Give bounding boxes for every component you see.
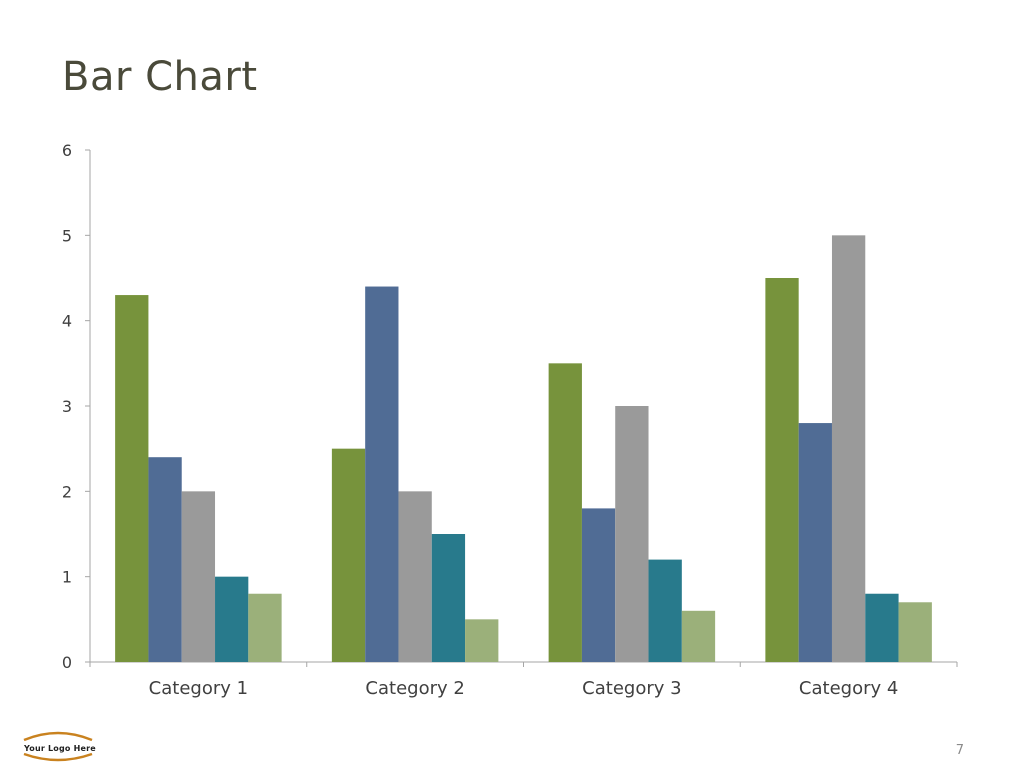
logo-text: Your Logo Here	[24, 744, 96, 753]
bar	[681, 610, 716, 662]
bar	[331, 448, 366, 662]
y-tick-label: 6	[62, 141, 72, 160]
bars	[115, 235, 932, 663]
bar	[365, 286, 399, 662]
logo: Your Logo Here	[18, 728, 98, 764]
bar	[431, 534, 466, 662]
bar	[615, 406, 649, 662]
y-axis: 0 1 2 3 4 5 6	[62, 141, 91, 672]
y-tick-label: 5	[62, 226, 72, 245]
y-tick-label: 3	[62, 397, 72, 416]
bar	[548, 363, 582, 662]
x-axis: Category 1 Category 2 Category 3 Category 4	[89, 661, 958, 699]
bar	[831, 235, 866, 663]
bar	[581, 508, 616, 662]
bar	[865, 593, 899, 662]
x-tick-label: Category 2	[365, 678, 464, 699]
bar	[181, 491, 216, 662]
bar	[898, 602, 932, 662]
y-tick-label: 4	[62, 312, 72, 331]
x-tick-label: Category 4	[799, 678, 898, 699]
y-tick-label: 0	[62, 653, 72, 672]
bar	[215, 576, 249, 662]
bar	[398, 491, 432, 662]
y-tick-label: 2	[62, 482, 72, 501]
bar	[765, 278, 799, 662]
bar	[465, 619, 499, 662]
y-tick-label: 1	[62, 568, 72, 587]
slide-title: Bar Chart	[62, 54, 258, 100]
bar	[648, 559, 682, 662]
bar	[248, 593, 282, 662]
bar	[115, 295, 149, 662]
logo-swoosh-icon	[23, 731, 93, 762]
bar	[798, 423, 832, 662]
page-number: 7	[955, 743, 964, 758]
bar	[148, 457, 182, 662]
x-tick-label: Category 3	[582, 678, 681, 699]
x-tick-label: Category 1	[149, 678, 248, 699]
